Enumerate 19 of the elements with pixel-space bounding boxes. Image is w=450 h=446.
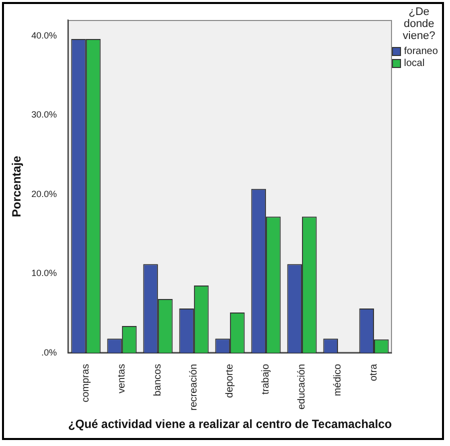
x-tick-label: deporte	[224, 363, 236, 398]
legend-label: local	[404, 58, 425, 69]
x-tick-label: ventas	[116, 364, 128, 394]
x-tick-label: trabajo	[260, 363, 272, 394]
legend-title: ¿De donde viene?	[402, 6, 436, 42]
y-axis-title: Porcentaje	[10, 155, 24, 218]
x-axis-title: ¿Qué actividad viene a realizar al centro de Tecamachalco	[68, 416, 392, 432]
y-tick-label: 20.0%	[31, 188, 57, 199]
y-tick-label: 10.0%	[31, 268, 57, 278]
legend-label: foraneo	[404, 46, 438, 57]
x-tick-label: médico	[332, 363, 344, 396]
y-tick-label: 30.0%	[31, 110, 57, 120]
y-tick-label: 40.0%	[31, 30, 57, 40]
x-tick-label: educación	[296, 364, 308, 410]
x-tick-label: recreación	[188, 364, 200, 411]
y-tick-label: .0%	[41, 347, 57, 358]
x-tick-label: bancos	[152, 364, 164, 396]
x-tick-label: compras	[80, 364, 92, 402]
x-tick-label: otra	[368, 363, 380, 382]
